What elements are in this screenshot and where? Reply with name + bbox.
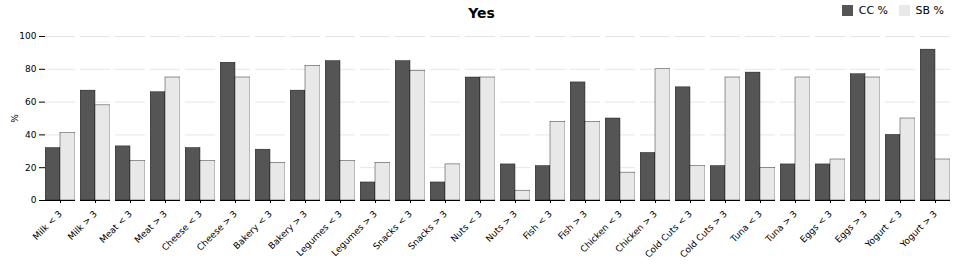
svg-text:Nuts > 3: Nuts > 3: [484, 209, 519, 244]
svg-text:Legumes < 3: Legumes < 3: [294, 208, 344, 259]
svg-text:%: %: [10, 114, 20, 123]
svg-text:60: 60: [25, 97, 37, 107]
svg-text:100: 100: [19, 31, 36, 41]
svg-text:Tuna > 3: Tuna > 3: [763, 209, 799, 245]
svg-text:80: 80: [25, 64, 37, 74]
svg-text:Milk < 3: Milk < 3: [31, 209, 64, 242]
svg-text:0: 0: [31, 195, 37, 205]
svg-text:Fish < 3: Fish < 3: [521, 209, 554, 242]
svg-text:Eggs > 3: Eggs > 3: [833, 209, 869, 245]
svg-text:40: 40: [25, 130, 37, 140]
svg-text:Legumes > 3: Legumes > 3: [330, 209, 379, 258]
svg-text:Tuna < 3: Tuna < 3: [728, 209, 764, 245]
svg-text:Chicken < 3: Chicken < 3: [578, 208, 624, 255]
svg-text:Yogurt > 3: Yogurt > 3: [898, 209, 939, 250]
svg-text:Meat < 3: Meat < 3: [98, 209, 134, 245]
svg-text:Snacks > 3: Snacks > 3: [406, 209, 449, 252]
svg-text:Eggs < 3: Eggs < 3: [798, 209, 834, 245]
svg-text:Snacks < 3: Snacks < 3: [371, 208, 414, 252]
svg-text:Cold Cuts < 3: Cold Cuts < 3: [643, 208, 694, 260]
svg-text:Cold Cuts > 3: Cold Cuts > 3: [678, 209, 729, 260]
svg-text:Yogurt < 3: Yogurt < 3: [863, 209, 904, 250]
svg-text:Bakery < 3: Bakery < 3: [231, 208, 274, 252]
html-text:Yes: Yes: [468, 5, 495, 21]
svg-text:20: 20: [25, 163, 37, 173]
svg-text:Meat > 3: Meat > 3: [133, 209, 169, 245]
svg-text:Nuts < 3: Nuts < 3: [449, 209, 484, 244]
html-text:SB %: SB %: [915, 3, 944, 17]
svg-text:Cheese > 3: Cheese > 3: [194, 208, 239, 253]
svg-text:Chicken > 3: Chicken > 3: [613, 208, 659, 255]
svg-text:Bakery > 3: Bakery > 3: [266, 208, 309, 252]
svg-text:Fish > 3: Fish > 3: [556, 209, 589, 242]
svg-text:Milk > 3: Milk > 3: [66, 209, 99, 242]
html-text:CC %: CC %: [858, 3, 888, 17]
svg-text:Cheese < 3: Cheese < 3: [159, 208, 204, 253]
